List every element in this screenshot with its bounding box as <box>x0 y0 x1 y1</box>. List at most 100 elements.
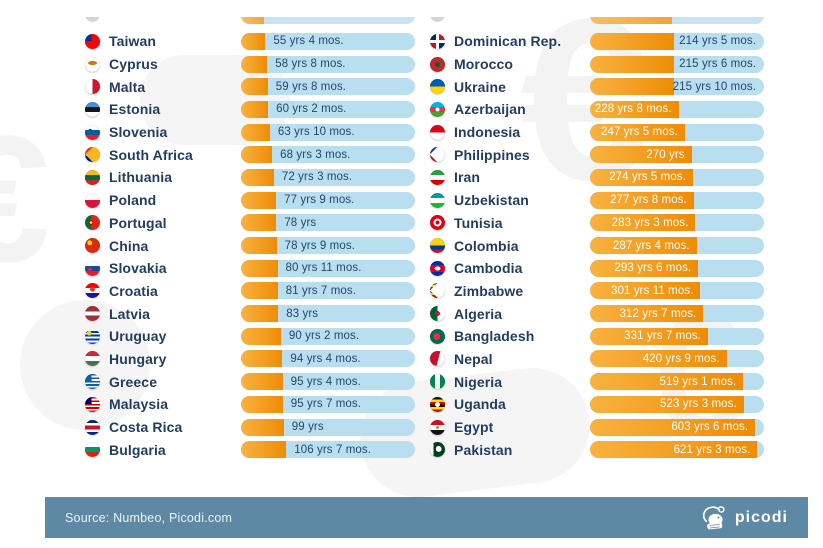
country-row: Slovakia 80 yrs 11 mos. <box>85 257 415 280</box>
bar-fill <box>241 350 283 368</box>
country-row: China 78 yrs 9 mos. <box>85 234 415 257</box>
country-name: Egypt <box>454 419 494 436</box>
bar-fill <box>241 123 270 141</box>
country-name: Pakistan <box>454 441 513 458</box>
bar-fill <box>590 146 692 164</box>
country-flag-icon <box>430 419 445 435</box>
value-bar: 287 yrs 4 mos. <box>590 237 764 255</box>
country-flag-icon <box>430 442 445 458</box>
bar-fill <box>241 237 277 255</box>
country-row: Hungary 94 yrs 4 mos. <box>85 348 415 371</box>
value-bar: 215 yrs 6 mos. <box>590 55 764 73</box>
value-label: 277 yrs 8 mos. <box>610 194 687 207</box>
country-flag-icon <box>430 33 445 49</box>
picodi-logo: picodi <box>698 503 788 533</box>
bar-fill <box>590 327 708 345</box>
bar-fill <box>241 259 278 277</box>
bar-fill <box>590 441 758 459</box>
country-row: Iran 274 yrs 5 mos. <box>430 166 764 189</box>
value-bar: 293 yrs 6 mos. <box>590 259 764 277</box>
country-name: Bangladesh <box>454 328 535 345</box>
country-name: Taiwan <box>109 33 157 50</box>
country-row: Portugal 78 yrs <box>85 212 415 235</box>
value-bar: 72 yrs 3 mos. <box>241 168 415 186</box>
value-bar: 283 yrs 3 mos. <box>590 214 764 232</box>
value-label: 99 yrs <box>291 421 324 434</box>
country-name: Lithuania <box>109 169 173 186</box>
value-bar: 77 yrs 9 mos. <box>241 191 415 209</box>
value-label: 58 yrs 8 mos. <box>275 58 346 71</box>
cropped-flag-icon <box>430 17 445 22</box>
country-row: Nepal 420 yrs 9 mos. <box>430 348 764 371</box>
value-bar: 277 yrs 8 mos. <box>590 191 764 209</box>
value-label: 55 yrs 4 mos. <box>273 35 344 48</box>
country-name: Zimbabwe <box>454 282 524 299</box>
bar-fill <box>241 168 274 186</box>
country-row: Indonesia 247 yrs 5 mos. <box>430 121 764 144</box>
country-row: Nigeria 519 yrs 1 mos. <box>430 370 764 393</box>
value-bar: 270 yrs <box>590 146 764 164</box>
value-label: 81 yrs 7 mos. <box>285 284 357 297</box>
country-flag-icon <box>85 169 100 185</box>
country-name: Poland <box>109 192 157 209</box>
value-bar: 420 yrs 9 mos. <box>590 350 764 368</box>
country-row: Morocco 215 yrs 6 mos. <box>430 53 764 76</box>
country-flag-icon <box>430 56 445 72</box>
country-flag-icon <box>85 442 100 458</box>
country-row: Malta 59 yrs 8 mos. <box>85 75 415 98</box>
country-flag-icon <box>85 124 100 140</box>
bar-fill <box>241 55 268 73</box>
value-label: 63 yrs 10 mos. <box>277 126 355 139</box>
value-label: 523 yrs 3 mos. <box>660 398 737 411</box>
picodi-squirrel-icon <box>702 505 725 529</box>
country-name: China <box>109 237 149 254</box>
bar-fill <box>590 32 674 50</box>
value-bar: 214 yrs 5 mos. <box>590 32 764 50</box>
value-bar: 274 yrs 5 mos. <box>590 168 764 186</box>
bar-fill <box>241 395 283 413</box>
bar-fill <box>241 373 283 391</box>
country-name: South Africa <box>109 146 193 163</box>
value-bar: 80 yrs 11 mos. <box>241 259 415 277</box>
value-label: 68 yrs 3 mos. <box>280 148 351 161</box>
bar-fill <box>241 78 268 96</box>
country-row: Cyprus 58 yrs 8 mos. <box>85 53 415 76</box>
country-row: Uganda 523 yrs 3 mos. <box>430 393 764 416</box>
country-name: Uzbekistan <box>454 192 529 209</box>
country-flag-icon <box>430 169 445 185</box>
country-row: Azerbaijan 228 yrs 8 mos. <box>430 98 764 121</box>
country-name: Nepal <box>454 350 493 367</box>
value-label: 60 yrs 2 mos. <box>276 103 347 116</box>
value-bar: 95 yrs 4 mos. <box>241 373 415 391</box>
value-bar: 621 yrs 3 mos. <box>590 441 764 459</box>
country-row: Taiwan 55 yrs 4 mos. <box>85 30 415 53</box>
country-flag-icon <box>85 215 100 231</box>
value-label: 215 yrs 10 mos. <box>672 80 756 93</box>
country-flag-icon <box>430 192 445 208</box>
country-row: South Africa 68 yrs 3 mos. <box>85 143 415 166</box>
country-row: Latvia 83 yrs <box>85 302 415 325</box>
country-flag-icon <box>85 192 100 208</box>
value-bar: 58 yrs 8 mos. <box>241 55 415 73</box>
value-bar: 94 yrs 4 mos. <box>241 350 415 368</box>
country-name: Cambodia <box>454 260 523 277</box>
country-flag-icon <box>430 374 445 390</box>
country-row: Greece 95 yrs 4 mos. <box>85 370 415 393</box>
euro-watermark-icon: € <box>0 99 51 300</box>
bar-fill <box>590 305 704 323</box>
country-name: Algeria <box>454 305 503 322</box>
country-row: Uzbekistan 277 yrs 8 mos. <box>430 189 764 212</box>
country-column-right: Dominican Rep. 214 yrs 5 mos. Morocco 21… <box>430 30 764 461</box>
bar-fill <box>590 259 699 277</box>
bar-fill <box>241 418 284 436</box>
value-bar: 59 yrs 8 mos. <box>241 78 415 96</box>
country-name: Estonia <box>109 101 161 118</box>
country-name: Cyprus <box>109 56 158 73</box>
country-flag-icon <box>430 283 445 299</box>
country-name: Nigeria <box>454 373 503 390</box>
value-label: 215 yrs 6 mos. <box>679 58 756 71</box>
country-name: Costa Rica <box>109 419 183 436</box>
country-flag-icon <box>430 396 445 412</box>
country-row: Egypt 603 yrs 6 mos. <box>430 416 764 439</box>
